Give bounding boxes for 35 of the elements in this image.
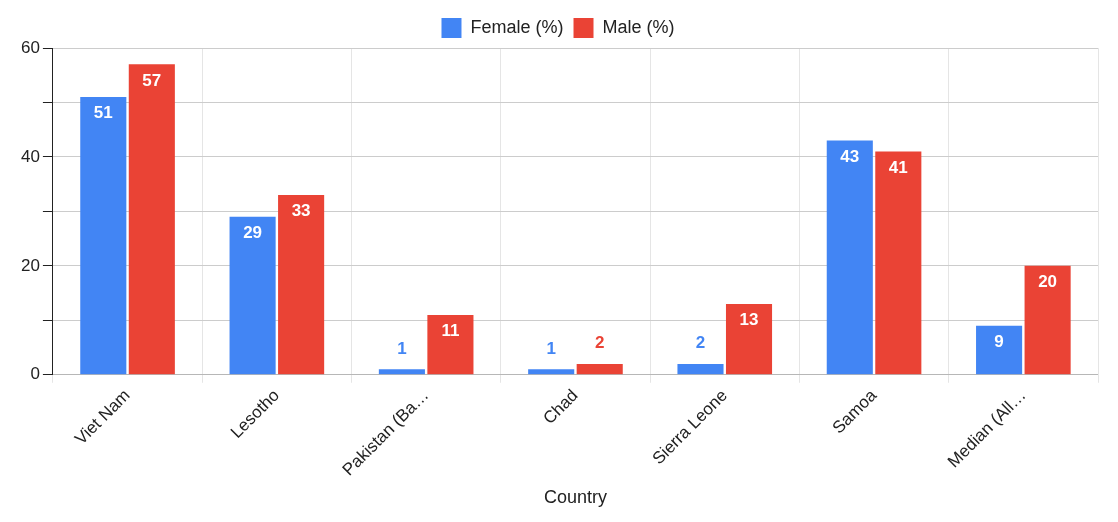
bar <box>80 97 127 375</box>
data-label: 1 <box>546 338 556 358</box>
x-axis-title: Country <box>543 487 607 508</box>
bar <box>976 325 1023 375</box>
data-label: 2 <box>594 333 605 353</box>
data-label: 20 <box>1038 272 1058 292</box>
bar <box>378 369 425 375</box>
bar <box>875 151 922 375</box>
legend-label: Male (%) <box>602 16 675 37</box>
data-label: 41 <box>888 157 908 177</box>
bar <box>427 314 474 375</box>
data-label: 11 <box>441 321 460 341</box>
y-tick-label: 60 <box>20 37 40 57</box>
data-label: 9 <box>994 331 1004 351</box>
bar <box>128 64 175 375</box>
legend-label: Female (%) <box>470 16 564 37</box>
bar <box>229 216 276 375</box>
data-label: 2 <box>695 333 706 353</box>
data-label: 57 <box>142 70 162 90</box>
data-label: 1 <box>397 338 407 358</box>
data-label: 51 <box>93 103 113 123</box>
data-label: 13 <box>739 310 759 330</box>
y-tick-label: 0 <box>30 364 40 384</box>
bar <box>677 363 724 375</box>
bar <box>528 369 575 375</box>
bar <box>1024 265 1071 375</box>
bar <box>576 363 623 375</box>
y-tick-label: 20 <box>20 255 40 275</box>
bar <box>725 304 773 375</box>
y-tick-label: 40 <box>20 146 40 166</box>
bar <box>826 140 873 375</box>
data-label: 43 <box>840 146 860 166</box>
data-label: 29 <box>243 223 263 243</box>
bar <box>278 195 325 375</box>
data-label: 33 <box>291 201 311 221</box>
